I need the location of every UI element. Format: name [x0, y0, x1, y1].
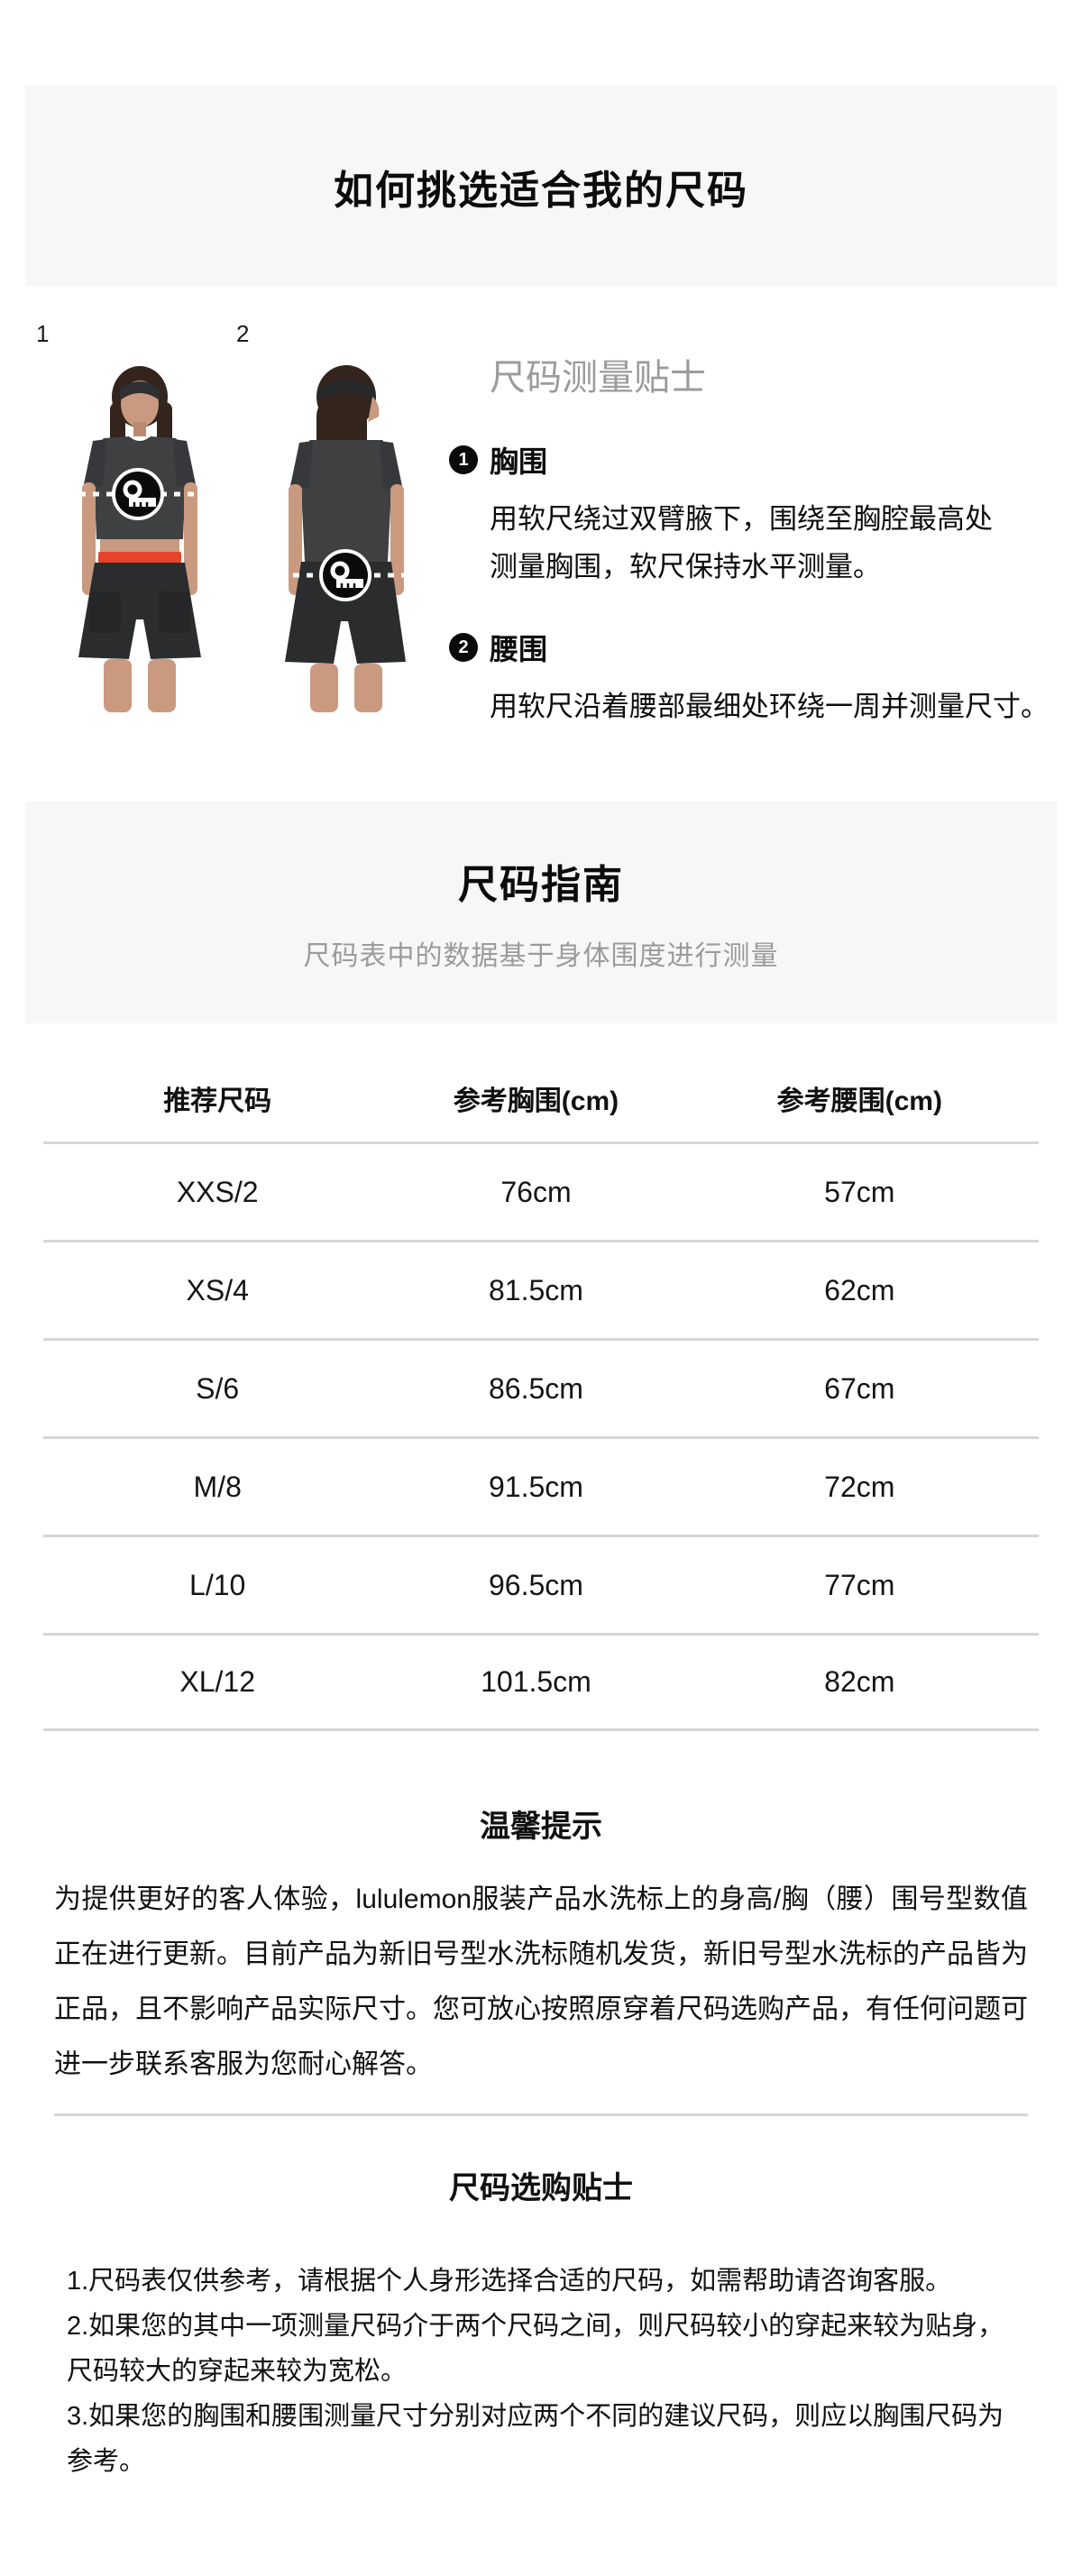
table-row: S/6 86.5cm 67cm [43, 1338, 1039, 1436]
tip-waist-header: 2 腰围 [449, 627, 1080, 668]
notice-body: 为提供更好的客人体验，lululemon服装产品水洗标上的身高/胸（腰）围号型数… [54, 1884, 1028, 2079]
model-back-photo [280, 365, 411, 712]
tip-waist-label: 腰围 [490, 633, 548, 665]
table-row: M/8 91.5cm 72cm [43, 1436, 1039, 1535]
col-header-size: 推荐尺码 [163, 1086, 272, 1116]
measure-guide-section: 1 2 [0, 320, 1082, 802]
table-row: XXS/2 76cm 57cm [43, 1141, 1039, 1240]
tip-chest-header: 1 胸围 [449, 439, 1080, 481]
figure-label-1: 1 [36, 320, 50, 347]
model-back-figure [285, 365, 406, 712]
notice-title: 温馨提示 [480, 1810, 602, 1844]
number-1-badge-icon: 1 [449, 445, 478, 474]
col-header-waist: 参考腰围(cm) [776, 1086, 942, 1116]
measure-tips-title: 尺码测量贴士 [490, 358, 706, 398]
size-table: 推荐尺码 参考胸围(cm) 参考腰围(cm) XXS/2 76cm 57cm X… [43, 1023, 1039, 1731]
page-title: 如何挑选适合我的尺码 [334, 168, 748, 213]
table-row: L/10 96.5cm 77cm [43, 1535, 1039, 1633]
section-divider [54, 2113, 1028, 2116]
model-front-photo [66, 366, 210, 712]
tip-waist-text: 用软尺沿着腰部最细处环绕一周并测量尺寸。 [490, 691, 1049, 722]
measure-tips: 尺码测量贴士 1 胸围 用软尺绕过双臂腋下，围绕至胸腔最高处 测量胸围，软尺保持… [449, 356, 1080, 730]
shopping-tips-list: 1.尺码表仅供参考，请根据个人身形选择合适的尺码，如需帮助请咨询客服。 2.如果… [67, 2259, 1028, 2484]
shopping-tips-title: 尺码选购贴士 [449, 2171, 633, 2205]
tape-measure-icon [319, 549, 371, 601]
size-guide-band: 尺码指南 尺码表中的数据基于身体围度进行测量 [25, 802, 1057, 1023]
tape-measure-icon [112, 468, 164, 520]
list-item: 3.如果您的胸围和腰围测量尺寸分别对应两个不同的建议尺码，则应以胸围尺码为参考。 [67, 2402, 1004, 2476]
col-header-bust: 参考胸围(cm) [453, 1086, 619, 1116]
hero-band: 如何挑选适合我的尺码 [25, 86, 1057, 287]
model-front-figure [78, 366, 201, 712]
list-item: 2.如果您的其中一项测量尺码介于两个尺码之间，则尺码较小的穿起来较为贴身，尺码较… [67, 2312, 1004, 2386]
waistband-accent [98, 552, 181, 564]
figure-label-2: 2 [236, 320, 250, 347]
tip-chest-label: 胸围 [490, 445, 548, 478]
size-table-header: 推荐尺码 参考胸围(cm) 参考腰围(cm) [43, 1023, 1039, 1141]
table-row: XS/4 81.5cm 62cm [43, 1240, 1039, 1338]
size-guide-title: 尺码指南 [458, 863, 624, 907]
table-row: XL/12 101.5cm 82cm [43, 1633, 1039, 1731]
number-2-badge-icon: 2 [449, 633, 478, 662]
size-guide-subtitle: 尺码表中的数据基于身体围度进行测量 [303, 941, 779, 971]
list-item: 1.尺码表仅供参考，请根据个人身形选择合适的尺码，如需帮助请咨询客服。 [67, 2267, 952, 2296]
tip-chest-text: 用软尺绕过双臂腋下，围绕至胸腔最高处 测量胸围，软尺保持水平测量。 [490, 503, 993, 582]
